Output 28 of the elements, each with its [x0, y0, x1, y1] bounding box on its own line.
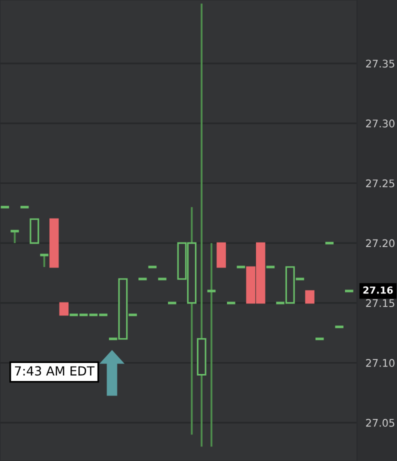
- candlestick: [206, 242, 217, 448]
- y-tick-label: 27.20: [366, 239, 394, 248]
- candlestick: [216, 242, 226, 268]
- candlestick: [137, 278, 148, 280]
- candlestick: [166, 302, 178, 304]
- candlestick: [0, 206, 10, 208]
- candlestick: [334, 326, 345, 328]
- candlestick: [265, 266, 276, 268]
- candlestick: [236, 266, 246, 268]
- candlestick: [9, 230, 20, 244]
- candlestick: [344, 290, 355, 292]
- y-tick-label: 27.35: [366, 60, 394, 68]
- y-tick-label: 27.15: [366, 299, 394, 308]
- y-tick-label: 27.10: [366, 359, 394, 367]
- candlestick: [314, 338, 326, 340]
- candlestick: [305, 290, 314, 304]
- y-tick-label: 27.05: [366, 418, 394, 427]
- candlestick: [59, 302, 69, 316]
- candlestick: [147, 266, 158, 268]
- y-tick-label: 27.25: [366, 179, 394, 188]
- candlestick: [324, 242, 335, 244]
- text: 27.16: [363, 286, 393, 294]
- candlestick: [38, 254, 50, 268]
- candlestick: [19, 206, 30, 208]
- candlestick: [156, 278, 168, 280]
- y-tick-label: 27.30: [366, 120, 394, 128]
- candlestick: [226, 302, 236, 304]
- annotation: 7:43 AM EDT: [15, 366, 95, 376]
